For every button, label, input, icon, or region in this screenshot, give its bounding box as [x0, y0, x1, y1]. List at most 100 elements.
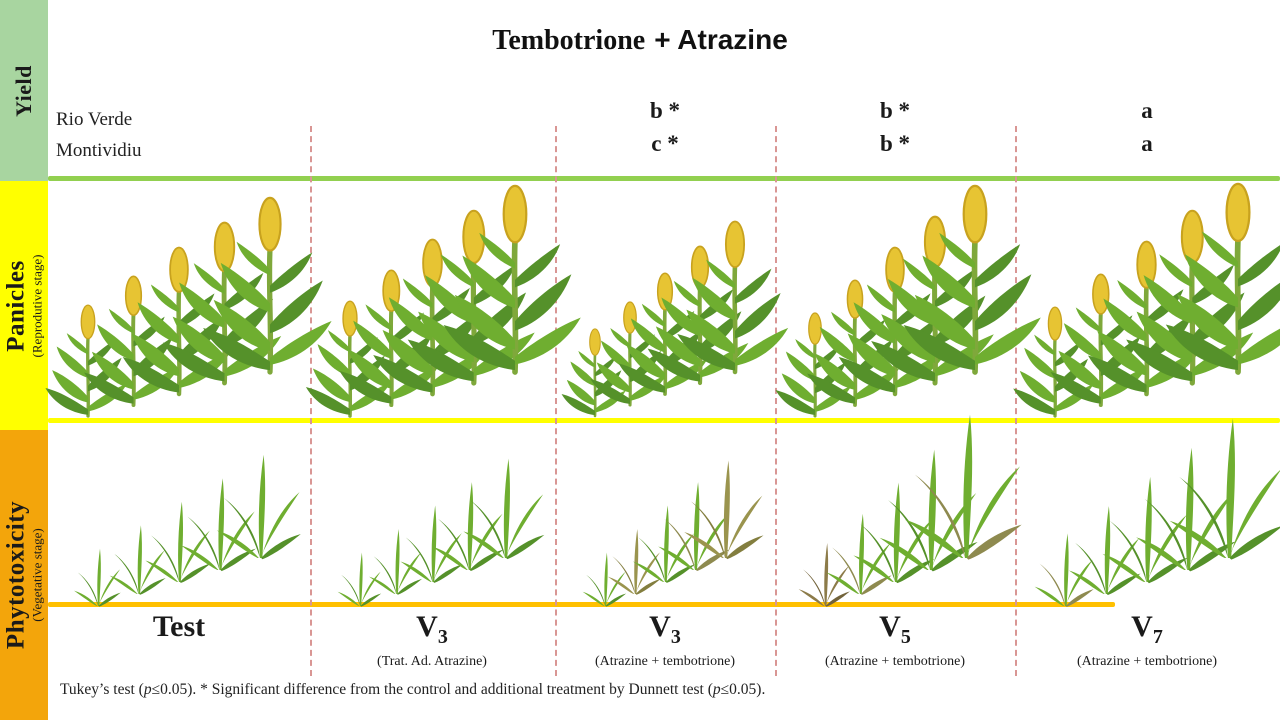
panicle-plant: [1088, 242, 1200, 394]
seedling-plant: [879, 449, 978, 572]
column-name-text: V: [879, 610, 901, 643]
panicle-plant: [444, 186, 581, 372]
column-sublabel: (Trat. Ad. Atrazine): [377, 654, 487, 669]
panicle-plant: [773, 311, 853, 418]
panicle-plant: [304, 299, 393, 418]
seedling-plant: [73, 548, 121, 607]
column-name-text: V: [1131, 610, 1153, 643]
significance-letters-col5: a a: [1067, 94, 1227, 160]
footnote: Tukey’s test (p≤0.05). * Significant dif…: [60, 681, 765, 699]
phytotoxicity-band: Phytotoxicity (Vegetative stage): [0, 430, 48, 720]
seedling-plant: [181, 478, 256, 572]
panicle-plant: [1011, 305, 1096, 418]
panicle-plant: [648, 246, 749, 383]
footnote-segment: p: [712, 681, 721, 698]
seedling-plant: [582, 552, 627, 607]
seedling-plant: [109, 525, 166, 595]
panicle-plant: [904, 186, 1041, 372]
seedling-plant: [904, 414, 1022, 560]
panicle-plant: [203, 198, 331, 372]
phytotoxicity-label: Phytotoxicity: [2, 500, 30, 650]
column-name-subscript: 7: [1152, 626, 1163, 648]
seedling-plant: [216, 454, 301, 560]
panicle-plant: [1166, 184, 1280, 372]
column-name-subscript: 3: [437, 626, 448, 648]
seedling-plant: [607, 528, 661, 595]
panicle-plant: [340, 270, 439, 405]
panicle-plant: [560, 327, 628, 418]
yield-band-inner: Yield: [11, 65, 37, 117]
column-divider-4: [1015, 126, 1017, 676]
footnote-segment: Tukey’s test (: [60, 681, 144, 698]
location-labels: Rio Verde Montividiu: [56, 104, 142, 166]
panicle-plant: [373, 240, 487, 394]
column-sublabel: (Atrazine + tembotrione): [1076, 654, 1218, 669]
seedling-plant: [684, 460, 764, 560]
column-name: V3: [535, 610, 795, 654]
letter-row1: b *: [649, 98, 681, 123]
seedling-plant: [826, 513, 892, 595]
panicle-plant: [408, 211, 535, 383]
column-divider-3: [775, 126, 777, 676]
column-name: V3: [302, 610, 562, 654]
footnote-segment: p: [143, 681, 152, 698]
figure-title: Tembotrione + Atrazine: [0, 24, 1280, 57]
seedling-plant: [1069, 506, 1141, 596]
seedling-plant: [1169, 418, 1280, 560]
seedling-plant: [432, 482, 504, 572]
seedling-plant: [1136, 447, 1236, 572]
phytotoxicity-sublabel: (Vegetative stage): [29, 528, 45, 622]
column-sublabel: (Atrazine + tembotrione): [594, 654, 736, 669]
column-name: Test: [49, 610, 309, 654]
panicle-plant: [43, 303, 129, 418]
phytotoxicity-band-inner: Phytotoxicity (Vegetative stage): [3, 501, 46, 649]
panicle-plant: [1048, 272, 1149, 407]
phytotoxicity-section-line: [48, 602, 1115, 607]
column-name-subscript: 5: [900, 626, 911, 648]
yield-band: Yield: [0, 0, 48, 181]
letter-row1: a: [1141, 98, 1153, 123]
significance-letters-col3: b * c *: [585, 94, 745, 160]
column-sublabel: (Atrazine + tembotrione): [824, 654, 966, 669]
seedling-plant: [1102, 476, 1189, 584]
location-montividiu: Montividiu: [56, 140, 142, 161]
panicles-label: Panicles: [2, 259, 30, 352]
panicle-plant: [839, 247, 947, 394]
panicles-sublabel: (Reprodutive stage): [29, 254, 45, 357]
panicle-plant: [123, 247, 231, 394]
significance-letters-col4: b * b *: [815, 94, 975, 160]
seedling-plant: [463, 458, 545, 560]
panicle-plant: [677, 222, 788, 372]
letter-row2: a: [1141, 131, 1153, 156]
panicle-plant: [163, 223, 281, 383]
panicles-band-inner: Panicles (Reprodutive stage): [3, 254, 46, 357]
yield-label: Yield: [11, 64, 36, 117]
location-rio-verde: Rio Verde: [56, 109, 133, 130]
seedling-plant: [400, 505, 463, 583]
seedling-plant: [369, 528, 423, 595]
panicle-plant: [82, 274, 181, 407]
column-name-text: V: [416, 610, 438, 643]
panicle-plant: [871, 217, 994, 383]
letter-row2: c *: [651, 131, 679, 156]
footnote-segment: ≤0.05). * Significant difference from th…: [151, 681, 713, 698]
panicle-plant: [588, 300, 668, 407]
panicles-band: Panicles (Reprodutive stage): [0, 181, 48, 430]
panicles-section-line: [48, 418, 1280, 423]
panicle-plant: [616, 271, 710, 396]
column-name-text: V: [649, 610, 671, 643]
panicle-plant: [805, 278, 901, 407]
title-serif-part: Tembotrione: [492, 25, 653, 56]
seedling-plant: [1034, 533, 1094, 607]
seedling-plant: [853, 482, 935, 584]
column-name-text: Test: [152, 610, 206, 643]
seedling-plant: [798, 542, 850, 607]
seedling-plant: [632, 505, 696, 583]
seedling-plant: [145, 501, 211, 583]
title-sans-part: + Atrazine: [654, 24, 788, 55]
column-label-v5: V5 (Atrazine + tembotrione): [765, 610, 1025, 670]
column-label-test: Test: [49, 610, 309, 654]
column-divider-2: [555, 126, 557, 676]
seedling-plant: [337, 552, 382, 607]
